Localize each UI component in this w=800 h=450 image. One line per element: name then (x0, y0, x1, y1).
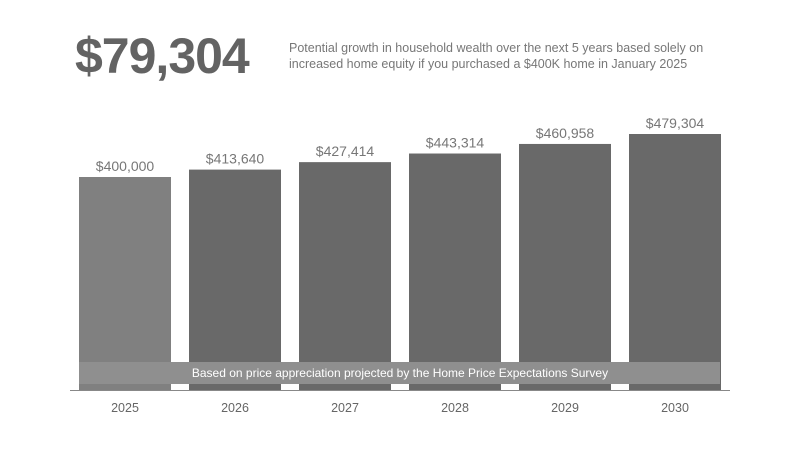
bar-2030 (629, 134, 721, 390)
bar-value-label: $479,304 (646, 115, 705, 131)
bar-2027 (299, 162, 391, 390)
bar-2025 (79, 177, 171, 390)
bar-value-label: $413,640 (206, 151, 265, 167)
annotation-text: Based on price appreciation projected by… (192, 366, 608, 380)
x-tick-label: 2026 (221, 401, 249, 415)
chart-description: Potential growth in household wealth ove… (289, 41, 704, 71)
bar-value-label: $460,958 (536, 125, 595, 141)
x-tick-label: 2028 (441, 401, 469, 415)
bar-2029 (519, 143, 611, 390)
bar-2026 (189, 169, 281, 390)
bar-value-label: $400,000 (96, 158, 155, 174)
x-tick-label: 2030 (661, 401, 689, 415)
x-tick-label: 2029 (551, 401, 579, 415)
bar-2028 (409, 153, 501, 390)
labels-group: $400,000 2025 $413,640 2026 $427,414 2027 $443… (96, 115, 705, 415)
bar-value-label: $443,314 (426, 135, 485, 151)
annotation-band (79, 362, 720, 384)
bar-value-label: $427,414 (316, 143, 375, 159)
x-tick-label: 2027 (331, 401, 359, 415)
x-tick-label: 2025 (111, 401, 139, 415)
total-gain-value: $79,304 (75, 28, 250, 84)
bars-group (79, 134, 721, 390)
